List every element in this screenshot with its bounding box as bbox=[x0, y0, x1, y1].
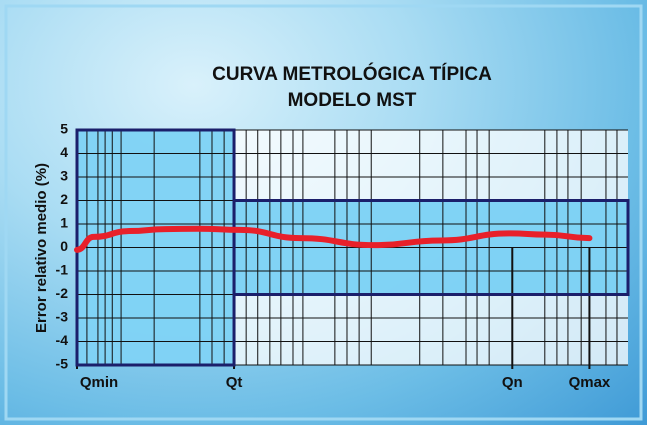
y-axis-label: Error relativo medio (%) bbox=[33, 163, 50, 333]
y-tick-label: -2 bbox=[56, 285, 69, 301]
y-tick-label: 0 bbox=[60, 238, 68, 254]
x-tick-label: Qn bbox=[502, 374, 523, 391]
y-tick-label: -5 bbox=[56, 356, 69, 372]
y-tick-label: 1 bbox=[60, 215, 68, 231]
y-tick-label: 4 bbox=[60, 144, 68, 160]
y-tick-label: 5 bbox=[60, 121, 68, 137]
y-tick-label: -1 bbox=[56, 262, 69, 278]
x-tick-label: Qmax bbox=[569, 374, 611, 391]
chart-title: CURVA METROLÓGICA TÍPICA bbox=[212, 63, 492, 85]
screen: CURVA METROLÓGICA TÍPICA MODELO MST Erro… bbox=[0, 0, 647, 425]
y-tick-label: -3 bbox=[56, 309, 69, 325]
chart-subtitle: MODELO MST bbox=[288, 90, 417, 111]
x-tick-label: Qt bbox=[226, 374, 243, 391]
y-tick-label: 3 bbox=[60, 168, 68, 184]
chart: CURVA METROLÓGICA TÍPICA MODELO MST Erro… bbox=[0, 0, 647, 425]
x-tick-label: Qmin bbox=[80, 374, 118, 391]
y-tick-label: 2 bbox=[60, 191, 68, 207]
y-tick-label: -4 bbox=[56, 332, 69, 348]
